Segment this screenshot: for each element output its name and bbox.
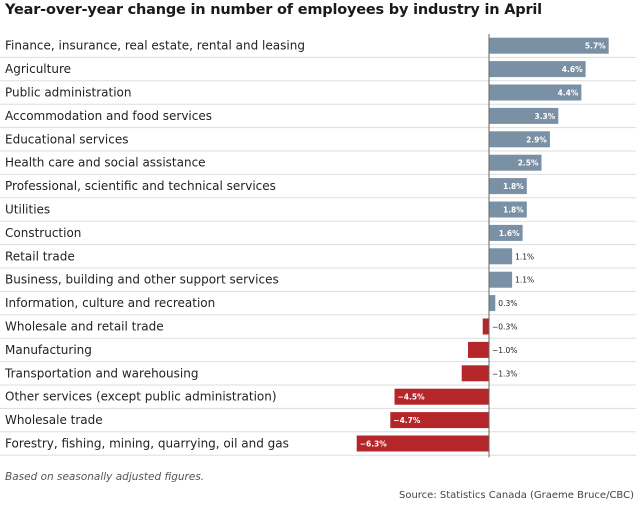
value-label: −6.3% [360, 440, 388, 449]
value-label: 4.6% [562, 65, 583, 74]
category-label: Wholesale and retail trade [5, 320, 164, 334]
category-label: Utilities [5, 203, 50, 217]
value-label: 1.1% [515, 276, 534, 285]
value-label: 3.3% [534, 112, 555, 121]
value-label: −0.3% [492, 323, 517, 332]
category-label: Agriculture [5, 62, 71, 76]
category-label: Business, building and other support ser… [5, 273, 279, 287]
bar [468, 341, 489, 358]
category-label: Accommodation and food services [5, 109, 212, 123]
value-labels: 5.7% 4.6% 4.4% 3.3% 2.9% 2.5% 1.8% 1.8% 1.6% 1.1%… [360, 42, 606, 449]
category-label: Forestry, fishing, mining, quarrying, oi… [5, 437, 289, 451]
category-label: Retail trade [5, 249, 75, 263]
chart-title: Year-over-year change in number of emplo… [5, 2, 542, 18]
gridlines [0, 56, 636, 456]
bar [356, 435, 489, 452]
source-credit: Source: Statistics Canada (Graeme Bruce/… [398, 490, 634, 501]
bar [489, 107, 559, 124]
bar [489, 61, 586, 78]
category-labels: Finance, insurance, real estate, rental … [4, 39, 305, 451]
category-label: Transportation and warehousing [4, 366, 198, 380]
bar [489, 178, 527, 195]
category-label: Information, culture and recreation [5, 296, 215, 310]
bar [390, 412, 489, 429]
value-label: −4.7% [393, 416, 421, 425]
bar [394, 388, 489, 405]
bar [489, 224, 523, 241]
bar [489, 201, 527, 218]
value-label: −1.0% [492, 346, 517, 355]
category-label: Finance, insurance, real estate, rental … [5, 39, 305, 53]
value-label: 1.8% [503, 206, 524, 215]
bar [461, 365, 489, 382]
bar [489, 248, 513, 265]
bar [489, 295, 496, 312]
value-label: 1.8% [503, 182, 524, 191]
category-label: Educational services [5, 132, 128, 146]
value-label: −4.5% [398, 393, 426, 402]
footnote: Based on seasonally adjusted figures. [5, 471, 205, 483]
category-label: Health care and social assistance [5, 156, 206, 170]
value-label: 5.7% [585, 42, 606, 51]
category-label: Professional, scientific and technical s… [5, 179, 276, 193]
category-label: Wholesale trade [5, 413, 103, 427]
value-label: 2.9% [526, 135, 547, 144]
category-label: Construction [5, 226, 81, 240]
value-label: 2.5% [518, 159, 539, 168]
bar [489, 37, 609, 54]
bar [482, 318, 489, 335]
value-label: 1.6% [499, 229, 520, 238]
bar [489, 131, 550, 148]
category-label: Manufacturing [5, 343, 92, 357]
value-label: −1.3% [492, 369, 517, 378]
value-label: 1.1% [515, 252, 534, 261]
value-label: 4.4% [558, 89, 579, 98]
category-label: Public administration [5, 86, 132, 100]
value-label: 0.3% [498, 299, 517, 308]
bars [356, 37, 609, 452]
bar [489, 271, 513, 288]
category-label: Other services (except public administra… [5, 390, 277, 404]
bar [489, 154, 542, 171]
bar [489, 84, 582, 101]
